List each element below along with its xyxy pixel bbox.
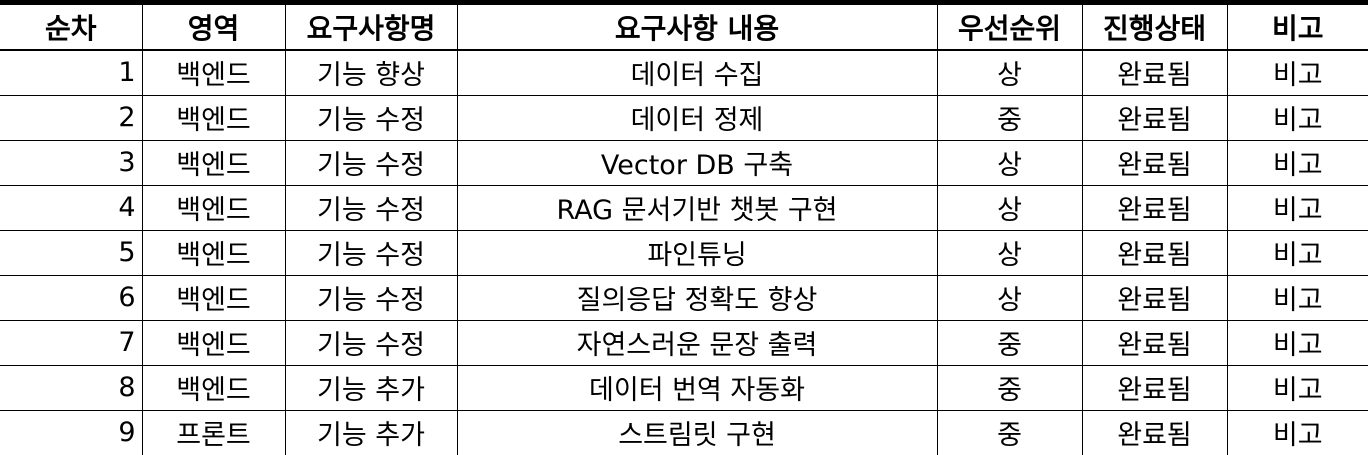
cell-note[interactable]: 비고: [1227, 365, 1368, 411]
cell-area[interactable]: 백엔드: [142, 140, 286, 186]
cell-priority[interactable]: 중: [937, 95, 1083, 141]
cell-req-name[interactable]: 기능 수정: [285, 95, 458, 141]
header-cell-priority[interactable]: 우선순위: [937, 5, 1083, 51]
table-header: 순차 영역 요구사항명 요구사항 내용 우선순위 진행상태 비고: [0, 5, 1368, 51]
cell-priority[interactable]: 상: [937, 275, 1083, 321]
cell-priority[interactable]: 상: [937, 185, 1083, 231]
cell-seq[interactable]: 7: [0, 320, 143, 366]
cell-req-content[interactable]: RAG 문서기반 챗봇 구현: [457, 185, 938, 231]
cell-seq[interactable]: 6: [0, 275, 143, 321]
cell-req-content[interactable]: 데이터 정제: [457, 95, 938, 141]
cell-req-name[interactable]: 기능 수정: [285, 140, 458, 186]
table-row: 6 백엔드 기능 수정 질의응답 정확도 향상 상 완료됨 비고: [0, 275, 1368, 321]
header-cell-seq[interactable]: 순차: [0, 5, 143, 51]
cell-status[interactable]: 완료됨: [1082, 140, 1228, 186]
cell-req-content[interactable]: 데이터 번역 자동화: [457, 365, 938, 411]
cell-note[interactable]: 비고: [1227, 320, 1368, 366]
table-row: 3 백엔드 기능 수정 Vector DB 구축 상 완료됨 비고: [0, 140, 1368, 186]
cell-status[interactable]: 완료됨: [1082, 50, 1228, 96]
table-row: 8 백엔드 기능 추가 데이터 번역 자동화 중 완료됨 비고: [0, 365, 1368, 411]
cell-priority[interactable]: 상: [937, 230, 1083, 276]
cell-req-name[interactable]: 기능 수정: [285, 230, 458, 276]
cell-area[interactable]: 백엔드: [142, 95, 286, 141]
cell-priority[interactable]: 중: [937, 365, 1083, 411]
cell-area[interactable]: 백엔드: [142, 365, 286, 411]
cell-req-name[interactable]: 기능 추가: [285, 410, 458, 455]
cell-seq[interactable]: 8: [0, 365, 143, 411]
cell-req-content[interactable]: Vector DB 구축: [457, 140, 938, 186]
cell-req-name[interactable]: 기능 수정: [285, 320, 458, 366]
requirements-table: 순차 영역 요구사항명 요구사항 내용 우선순위 진행상태 비고 1 백엔드 기…: [0, 5, 1368, 455]
cell-note[interactable]: 비고: [1272, 420, 1323, 452]
cell-req-content[interactable]: 질의응답 정확도 향상: [457, 275, 938, 321]
table-row: 1 백엔드 기능 향상 데이터 수집 상 완료됨 비고: [0, 50, 1368, 96]
cell-note[interactable]: 비고: [1227, 50, 1368, 96]
cell-status[interactable]: 완료됨: [1082, 320, 1228, 366]
cell-note[interactable]: 비고: [1227, 230, 1368, 276]
header-cell-status[interactable]: 진행상태: [1082, 5, 1228, 51]
cell-req-name[interactable]: 기능 향상: [285, 50, 458, 96]
cell-status[interactable]: 완료됨: [1082, 410, 1228, 455]
header-cell-area[interactable]: 영역: [142, 5, 286, 51]
cell-area[interactable]: 백엔드: [142, 50, 286, 96]
table-row: 2 백엔드 기능 수정 데이터 정제 중 완료됨 비고: [0, 95, 1368, 141]
cell-status[interactable]: 완료됨: [1082, 95, 1228, 141]
cell-area[interactable]: 백엔드: [142, 185, 286, 231]
cell-seq[interactable]: 9: [0, 410, 143, 455]
cell-seq[interactable]: 3: [0, 140, 143, 186]
cell-req-content[interactable]: 자연스러운 문장 출력: [457, 320, 938, 366]
cell-status[interactable]: 완료됨: [1082, 230, 1228, 276]
cell-priority[interactable]: 중: [937, 410, 1083, 455]
cell-req-name[interactable]: 기능 추가: [285, 365, 458, 411]
cell-req-name[interactable]: 기능 수정: [285, 275, 458, 321]
table-row: 7 백엔드 기능 수정 자연스러운 문장 출력 중 완료됨 비고: [0, 320, 1368, 366]
cell-priority[interactable]: 중: [937, 320, 1083, 366]
header-cell-req-name[interactable]: 요구사항명: [285, 5, 458, 51]
table-row: 9 프론트 기능 추가 스트림릿 구현 중 완료됨 비고: [0, 410, 1368, 455]
cell-area[interactable]: 백엔드: [142, 230, 286, 276]
cell-seq[interactable]: 1: [0, 50, 143, 96]
header-cell-req-content[interactable]: 요구사항 내용: [457, 5, 938, 51]
cell-priority[interactable]: 상: [937, 50, 1083, 96]
table-row: 4 백엔드 기능 수정 RAG 문서기반 챗봇 구현 상 완료됨 비고: [0, 185, 1368, 231]
cell-req-content[interactable]: 스트림릿 구현: [457, 410, 938, 455]
cell-note[interactable]: 비고: [1227, 95, 1368, 141]
cell-seq[interactable]: 2: [0, 95, 143, 141]
cell-area[interactable]: 백엔드: [142, 275, 286, 321]
cell-status[interactable]: 완료됨: [1082, 185, 1228, 231]
table-row: 5 백엔드 기능 수정 파인튜닝 상 완료됨 비고: [0, 230, 1368, 276]
cell-req-name[interactable]: 기능 수정: [285, 185, 458, 231]
cell-priority[interactable]: 상: [937, 140, 1083, 186]
cell-note[interactable]: 비고: [1227, 140, 1368, 186]
table-body: 1 백엔드 기능 향상 데이터 수집 상 완료됨 비고 2 백엔드 기능 수정 …: [0, 50, 1368, 455]
cell-seq[interactable]: 4: [0, 185, 143, 231]
cell-area[interactable]: 프론트: [142, 410, 286, 455]
cell-note[interactable]: 비고: [1227, 185, 1368, 231]
cell-area[interactable]: 백엔드: [142, 320, 286, 366]
header-row: 순차 영역 요구사항명 요구사항 내용 우선순위 진행상태 비고: [0, 5, 1368, 51]
header-cell-note[interactable]: 비고: [1227, 5, 1368, 51]
cell-req-content[interactable]: 파인튜닝: [457, 230, 938, 276]
cell-note[interactable]: 비고: [1227, 275, 1368, 321]
cell-req-content[interactable]: 데이터 수집: [457, 50, 938, 96]
cell-status[interactable]: 완료됨: [1082, 365, 1228, 411]
cell-seq[interactable]: 5: [0, 230, 143, 276]
cell-status[interactable]: 완료됨: [1082, 275, 1228, 321]
